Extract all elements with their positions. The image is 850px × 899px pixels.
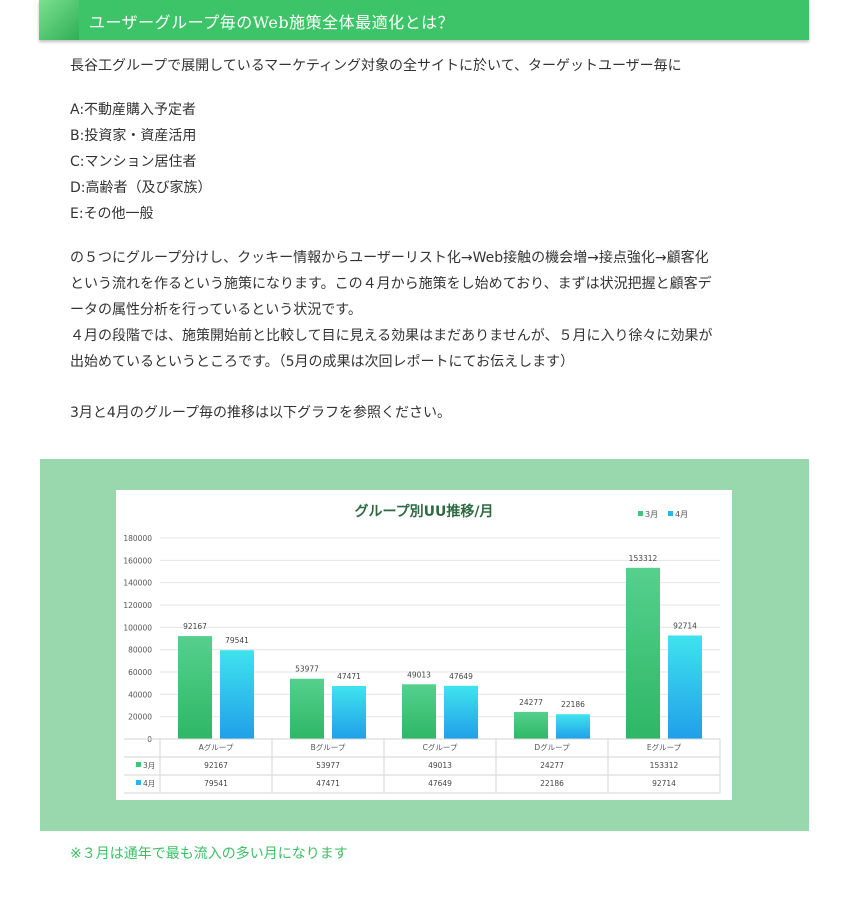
table-swatch [136,762,141,767]
bar [444,685,478,739]
data-label: 47649 [449,672,473,681]
bar [178,636,212,739]
group-item: B:投資家・資産活用 [70,128,197,144]
legend-label: 4月 [675,510,688,519]
paragraph-line: 出始めているというところです。（5月の成果は次回レポートにてお伝えします） [70,354,575,370]
x-tick-label: Aグループ [199,742,234,752]
table-cell: 92714 [652,779,676,788]
paragraph-line: ータの属性分析を行っているという状況です。 [70,302,362,318]
bar [668,635,702,739]
table-swatch [136,780,141,785]
x-tick-label: Eグループ [647,742,682,752]
legend-swatch [668,511,673,516]
data-label: 49013 [407,670,431,679]
data-label: 79541 [225,636,249,645]
y-tick-label: 180000 [123,534,152,543]
legend-label: 3月 [645,510,658,519]
data-label: 22186 [561,700,585,709]
paragraph-line: という流れを作るという施策になります。この４月から施策をし始めており、まずは状況… [70,276,712,292]
table-cell: 53977 [316,761,340,770]
paragraph-line: の５つにグループ分けし、クッキー情報からユーザーリスト化→Web接触の機会増→接… [70,250,709,266]
table-series-label: 4月 [143,779,155,788]
group-list: A:不動産購入予定者 B:投資家・資産活用 C:マンション居住者 D:高齢者（及… [70,97,790,227]
table-cell: 47649 [428,779,452,788]
y-tick-label: 60000 [128,668,152,677]
bar [626,567,660,739]
table-series-label: 3月 [143,761,155,770]
table-cell: 22186 [540,779,564,788]
table-cell: 49013 [428,761,452,770]
data-label: 92714 [673,621,697,630]
x-tick-label: Bグループ [311,742,346,752]
data-label: 92167 [183,622,207,631]
y-tick-label: 80000 [128,646,152,655]
group-item: C:マンション居住者 [70,154,197,170]
bar-chart: グループ別UU推移/月3月4月0200004000060000800001000… [123,503,721,794]
data-label: 53977 [295,665,319,674]
table-cell: 92167 [204,761,228,770]
table-cell: 79541 [204,779,228,788]
bar [402,684,436,739]
footnote: ※３月は通年で最も流入の多い月になります [70,846,348,862]
section-header: ユーザーグループ毎のWeb施策全体最適化とは？ [39,0,809,40]
group-item: E:その他一般 [70,206,154,222]
section-title: ユーザーグループ毎のWeb施策全体最適化とは？ [89,13,455,32]
table-cell: 153312 [650,761,679,770]
data-label: 24277 [519,698,543,707]
description-paragraph: の５つにグループ分けし、クッキー情報からユーザーリスト化→Web接触の機会増→接… [70,245,790,375]
chart-card: グループ別UU推移/月3月4月0200004000060000800001000… [116,490,732,800]
legend-swatch [638,511,643,516]
intro-text: 長谷工グループで展開しているマーケティング対象の全サイトに於いて、ターゲットユー… [70,58,682,74]
y-tick-label: 140000 [123,579,152,588]
data-label: 153312 [629,554,658,563]
y-tick-label: 120000 [123,601,152,610]
table-cell: 47471 [316,779,340,788]
group-item: D:高齢者（及び家族） [70,180,212,196]
bar [514,711,548,739]
x-tick-label: Dグループ [534,742,570,752]
y-tick-label: 20000 [128,713,152,722]
y-tick-label: 100000 [123,623,152,632]
data-label: 47471 [337,672,361,681]
paragraph-line: ４月の段階では、施策開始前と比較して目に見える効果はまだありませんが、５月に入り… [70,328,713,344]
table-cell: 24277 [540,761,564,770]
group-item: A:不動産購入予定者 [70,102,197,118]
header-accent [39,0,79,40]
bar [556,714,590,739]
y-tick-label: 160000 [123,556,152,565]
graph-intro-text: 3月と4月のグループ毎の推移は以下グラフを参照ください。 [70,405,451,421]
y-tick-label: 40000 [128,690,152,699]
x-tick-label: Cグループ [423,742,458,752]
bar [332,685,366,739]
chart-title: グループ別UU推移/月 [354,503,493,520]
bar [290,678,324,739]
bar [220,650,254,739]
